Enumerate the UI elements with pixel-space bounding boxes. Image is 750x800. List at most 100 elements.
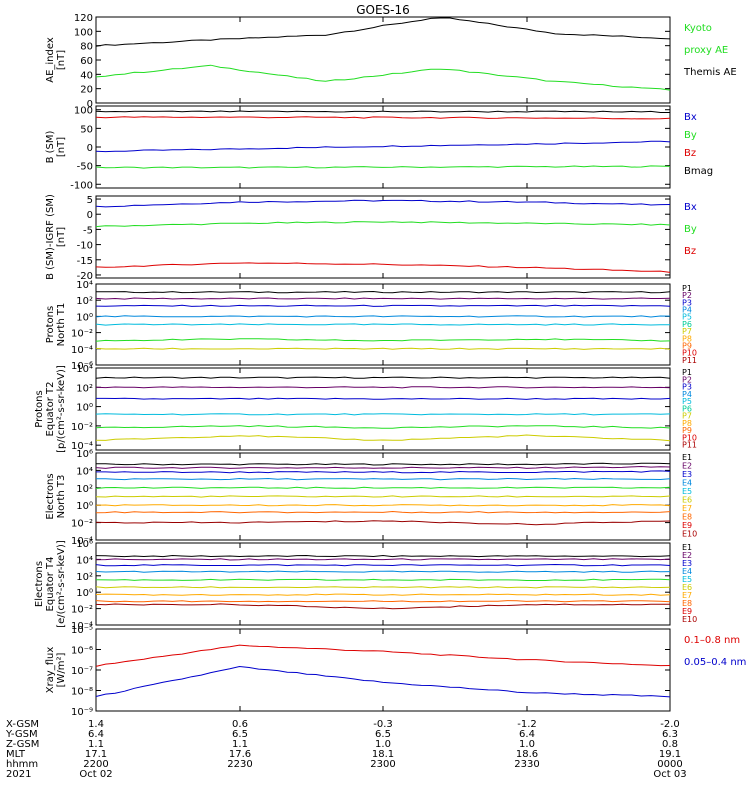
legend-entry: E4 — [682, 567, 692, 576]
series-pn-p7 — [95, 347, 671, 350]
legend-entry: By — [684, 224, 697, 235]
x-axis-annotation: X-GSM 1.4 0.6 -0.3 -1.2 -2.0 Y-GSM 6.4 6.5 6.5 6.4… — [5, 719, 687, 780]
legend-entry: P7 — [682, 412, 692, 421]
series-bsm-bmag — [95, 110, 670, 113]
y-axis-label: Protons — [45, 306, 56, 343]
x-row-value: 2300 — [370, 759, 395, 770]
y-tick-label: 120 — [74, 13, 93, 24]
y-tick-label: 0 — [87, 210, 93, 221]
legend-entry: P6 — [682, 320, 692, 329]
x-row-label: MLT — [6, 749, 26, 760]
series-pe-p6 — [95, 425, 671, 429]
panel-ae: 0 20 40 60 80 100 120 AE_index [nT] Kyoto proxy AE… — [45, 13, 737, 110]
y-tick-label: 10⁻⁹ — [71, 707, 93, 718]
legend-entry: P1 — [682, 368, 692, 377]
series-ee-e3 — [95, 563, 671, 567]
y-tick-label: 10⁻⁶ — [71, 361, 93, 372]
y-tick-label: 10⁻² — [71, 605, 93, 616]
series-pn-p3 — [95, 304, 671, 307]
x-row-value: 6.4 — [88, 729, 104, 740]
series-ee-e7 — [95, 593, 671, 596]
legend-entry: P6 — [682, 404, 692, 413]
legend-entry: E2 — [682, 462, 692, 471]
y-tick-label: 10² — [76, 296, 93, 307]
x-row-value: -0.3 — [373, 719, 393, 730]
series-ee-e6 — [95, 586, 671, 589]
x-row-value: 18.6 — [516, 749, 538, 760]
y-tick-label: 10⁻⁴ — [71, 536, 93, 547]
x-row-label: Y-GSM — [5, 729, 38, 740]
x-row-value: 19.1 — [659, 749, 681, 760]
y-axis-label: North T3 — [56, 475, 67, 519]
y-axis-label: North T1 — [56, 303, 67, 347]
series-pe-p2 — [95, 386, 671, 389]
panel-frame — [95, 628, 671, 712]
y-tick-label: 10² — [76, 484, 93, 495]
legend-entry: E7 — [682, 504, 692, 513]
legend-entry: 0.05–0.4 nm — [684, 657, 746, 668]
y-tick-label: -5 — [83, 225, 93, 236]
series-ee-e5 — [95, 578, 671, 581]
legend-entry: Bz — [684, 148, 696, 159]
legend-entry: E2 — [682, 551, 692, 560]
legend-entry: E4 — [682, 479, 692, 488]
panel-bsm: -100 -50 0 50 100 B (SM) [nT] Bx By Bz Bmag — [45, 105, 713, 191]
legend-entry: proxy AE — [684, 45, 728, 56]
series-ee-e1 — [95, 554, 671, 558]
legend-entry: P4 — [682, 306, 692, 315]
x-row-value: 6.5 — [375, 729, 391, 740]
series-en-e7 — [95, 504, 671, 507]
series-en-e9 — [95, 520, 671, 526]
panel-xray: 10⁻⁹ 10⁻⁸ 10⁻⁷ 10⁻⁶ 10⁻⁵ Xray_flux [W/m²] 0.1–0… — [45, 625, 746, 718]
x-row-value: 6.3 — [662, 729, 678, 740]
series-bigrf-by — [95, 221, 671, 228]
series-en-e2 — [95, 465, 671, 469]
panel-pe: 10⁻⁴ 10⁻² 10⁰ 10² 10⁴ Protons Equator T2 [p/(cm… — [34, 364, 697, 453]
y-axis-label: [nT] — [56, 137, 67, 157]
y-tick-label: -100 — [70, 180, 93, 191]
series-ae-kyoto-proxy-ae — [95, 64, 671, 91]
legend-entry: By — [684, 130, 697, 141]
legend-entry: P8 — [682, 419, 692, 428]
y-tick-label: 10⁻⁷ — [71, 666, 93, 677]
legend-entry: Bz — [684, 246, 696, 257]
y-axis-label: [p/(cm²-s-sr-keV)] — [56, 365, 67, 453]
legend-entry: E1 — [682, 543, 692, 552]
y-tick-label: 10⁻² — [71, 422, 93, 433]
series-en-e4 — [95, 477, 671, 481]
y-tick-label: 10⁴ — [76, 280, 93, 291]
x-row-value: Oct 03 — [653, 769, 686, 780]
y-tick-label: 100 — [74, 106, 93, 117]
series-ee-e8 — [95, 600, 671, 603]
x-row-value: 17.1 — [85, 749, 107, 760]
y-axis-label: B (SM)-IGRF (SM) — [45, 194, 56, 280]
y-tick-label: -50 — [77, 162, 93, 173]
x-row-value: 2200 — [83, 759, 108, 770]
legend-entry: P5 — [682, 313, 692, 322]
legend-entry: E5 — [682, 487, 692, 496]
legend-entry: P3 — [682, 383, 692, 392]
y-tick-label: 10⁴ — [76, 364, 93, 375]
x-row-value: -2.0 — [660, 719, 680, 730]
legend-entry: P11 — [682, 356, 697, 365]
series-bsm-bx — [95, 140, 671, 153]
y-tick-label: -20 — [77, 271, 93, 282]
legend-entry: E7 — [682, 591, 692, 600]
panel-ee: 10⁻⁴ 10⁻² 10⁰ 10² 10⁴ 10⁶ Electrons Equator T4[… — [34, 539, 697, 632]
x-row-value: 6.4 — [519, 729, 535, 740]
y-tick-label: 40 — [80, 70, 93, 81]
x-row-value: 1.1 — [88, 739, 104, 750]
y-tick-label: -15 — [77, 256, 93, 267]
series-ee-e4 — [95, 570, 671, 573]
x-row-value: 17.6 — [229, 749, 251, 760]
y-tick-label: 10⁻⁴ — [71, 441, 93, 452]
x-row-value: 2230 — [227, 759, 252, 770]
y-axis-label: AE_index — [45, 37, 56, 83]
x-row-value: 1.0 — [375, 739, 391, 750]
series-pe-p3 — [96, 397, 671, 400]
legend-entry: P5 — [682, 397, 692, 406]
y-tick-label: 10⁻⁶ — [71, 646, 93, 657]
series-pn-p4 — [95, 315, 671, 318]
